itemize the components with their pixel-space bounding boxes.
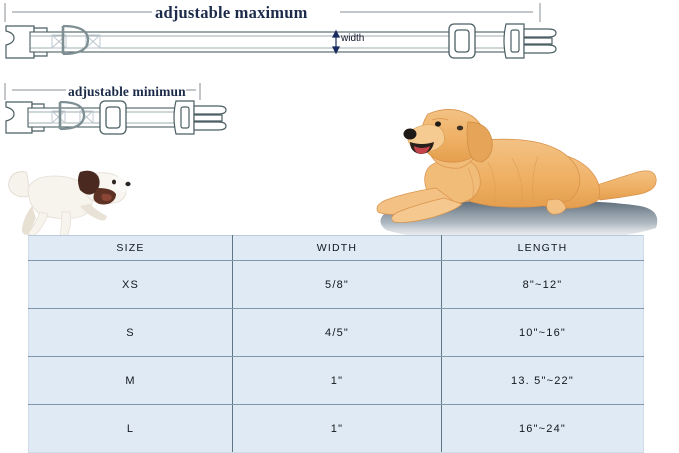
running-dog-illustration (6, 158, 142, 240)
d-ring-icon (58, 100, 86, 131)
table-header-row: SIZE WIDTH LENGTH (28, 235, 644, 261)
cell-length: 16"~24" (441, 404, 644, 453)
dimension-lines-minimum (4, 83, 201, 100)
collar-diagram-minimum (0, 80, 360, 155)
table-row: S 4/5" 10"~16" (28, 308, 644, 357)
slider-buckle-icon (99, 100, 127, 135)
cell-size: XS (28, 260, 233, 309)
collar-strap-maximum (29, 31, 511, 53)
table-row: M 1" 13. 5"~22" (28, 356, 644, 405)
column-header-size: SIZE (28, 235, 233, 261)
slider-buckle-icon (448, 23, 476, 59)
adjustable-minimum-label: adjustable minimun (68, 84, 186, 99)
table-row: XS 5/8" 8"~12" (28, 260, 644, 309)
cell-width: 1" (232, 404, 442, 453)
cell-size: M (28, 356, 233, 405)
cell-length: 8"~12" (441, 260, 644, 309)
cell-size: S (28, 308, 233, 357)
cell-size: L (28, 404, 233, 453)
cell-width: 4/5" (232, 308, 442, 357)
side-release-buckle-icon (503, 23, 557, 59)
cell-length: 10"~16" (441, 308, 644, 357)
width-arrow-icon (332, 29, 340, 55)
stitch-x-icon (51, 110, 94, 124)
d-ring-icon (61, 24, 90, 56)
column-header-width: WIDTH (232, 235, 442, 261)
adjustable-maximum-label: adjustable maximum (155, 3, 308, 22)
cell-length: 13. 5"~22" (441, 356, 644, 405)
cell-width: 1" (232, 356, 442, 405)
column-header-length: LENGTH (441, 235, 644, 261)
size-table: SIZE WIDTH LENGTH XS 5/8" 8"~12" S 4/5" … (28, 235, 644, 453)
dimension-lines-maximum (4, 3, 541, 22)
collar-diagram-maximum (0, 0, 679, 80)
table-row: L 1" 16"~24" (28, 404, 644, 453)
cell-width: 5/8" (232, 260, 442, 309)
lying-golden-retriever-illustration (372, 96, 672, 256)
side-release-buckle-icon (173, 100, 227, 135)
width-label: width (341, 33, 365, 44)
